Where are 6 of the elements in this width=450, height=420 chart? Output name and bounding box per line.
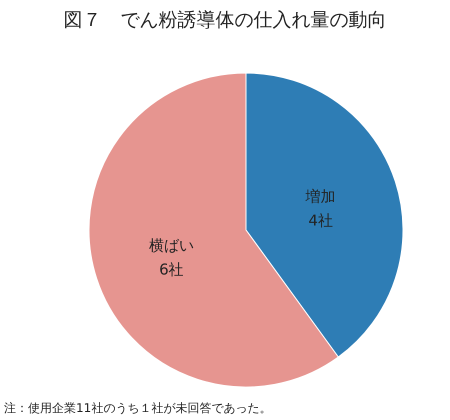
slice-label: 増加 [304,188,336,206]
data-label: 4社 [308,212,333,230]
text: 注：使用企業11社のうち１社が未回答であった。 [4,401,272,415]
chart-title: 図７ でん粉誘導体の仕入れ量の動向 [64,9,386,31]
data-label: 6社 [159,260,184,278]
slice-label: 横ばい [148,236,194,254]
